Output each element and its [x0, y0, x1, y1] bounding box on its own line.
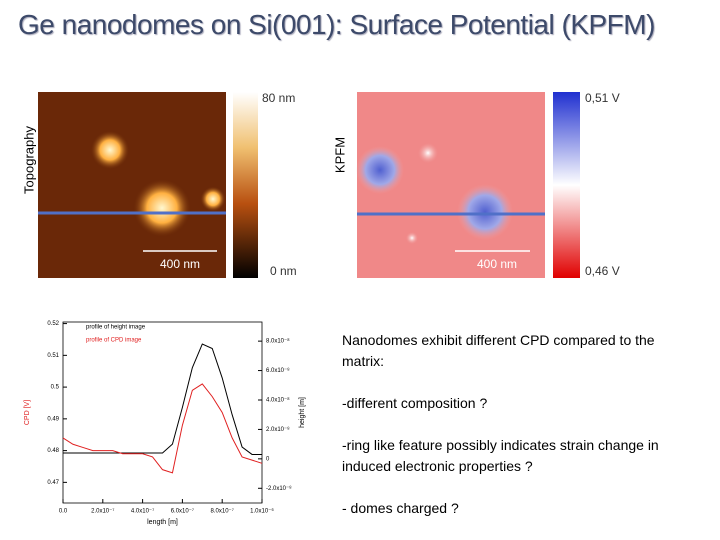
- y2-tick-label: 8.0x10⁻⁸: [266, 338, 290, 345]
- y-tick-label: 0.52: [47, 321, 59, 327]
- y2-tick-label: 2.0x10⁻⁸: [266, 426, 290, 433]
- y-axis-label: CPD [V]: [24, 400, 31, 425]
- y-tick-label: 0.5: [51, 385, 60, 391]
- y2-tick-label: 4.0x10⁻⁸: [266, 397, 290, 404]
- image-label: KPFM: [332, 137, 347, 173]
- y2-tick-label: -2.0x10⁻⁸: [266, 485, 292, 492]
- note: -ring like feature possibly indicates st…: [342, 437, 659, 474]
- y2-axis-label: height [m]: [299, 397, 306, 428]
- x-tick-label: 1.0x10⁻⁶: [250, 508, 274, 515]
- legend-entry: profile of CPD image: [86, 338, 142, 344]
- dome: [200, 186, 226, 212]
- y-tick-label: 0.51: [47, 353, 59, 359]
- profile-plot: 0.0 2.0x10⁻⁷ 4.0x10⁻⁷ 6.0x10⁻⁷ 8.0x10⁻⁷ 1.0x1…: [24, 321, 306, 526]
- profile-line: [63, 343, 262, 455]
- y-tick-label: 0.47: [47, 480, 59, 486]
- x-tick-label: 2.0x10⁻⁷: [91, 508, 114, 515]
- dome: [132, 178, 192, 238]
- colorbar-min: 0,46 V: [585, 264, 620, 278]
- colorbar: [233, 92, 258, 278]
- scale-bar-label: 400 nm: [160, 257, 200, 271]
- note: -different composition ?: [342, 395, 488, 411]
- colorbar: [553, 92, 580, 278]
- note: - domes charged ?: [342, 500, 459, 516]
- note: Nanodomes exhibit different CPD compared…: [342, 332, 655, 369]
- slide-title: Ge nanodomes on Si(001): Surface Potenti…: [18, 9, 655, 40]
- y-tick-label: 0.48: [47, 448, 59, 454]
- dome: [406, 232, 418, 244]
- x-tick-label: 0.0: [59, 509, 68, 515]
- colorbar-max: 0,51 V: [585, 91, 620, 105]
- colorbar-max: 80 nm: [262, 91, 295, 105]
- dome: [356, 146, 404, 194]
- colorbar-min: 0 nm: [270, 264, 297, 278]
- topography-image: [38, 92, 226, 278]
- dome: [90, 130, 130, 170]
- x-axis-label: length [m]: [147, 519, 178, 526]
- y2-tick-label: 6.0x10⁻⁸: [266, 367, 290, 374]
- x-tick-label: 4.0x10⁻⁷: [131, 508, 154, 515]
- legend-entry: profile of height image: [86, 325, 146, 331]
- dome: [457, 184, 513, 240]
- plot-frame: [62, 321, 263, 504]
- image-label: Topography: [21, 126, 36, 194]
- x-tick-label: 8.0x10⁻⁷: [211, 508, 234, 515]
- profile-line: [62, 383, 263, 474]
- dome: [418, 143, 438, 163]
- x-tick-label: 6.0x10⁻⁷: [171, 508, 194, 515]
- y2-tick-label: 0: [266, 456, 270, 462]
- scale-bar-label: 400 nm: [477, 257, 517, 271]
- y-tick-label: 0.49: [47, 416, 59, 422]
- notes: Nanodomes exhibit different CPD compared…: [342, 330, 662, 540]
